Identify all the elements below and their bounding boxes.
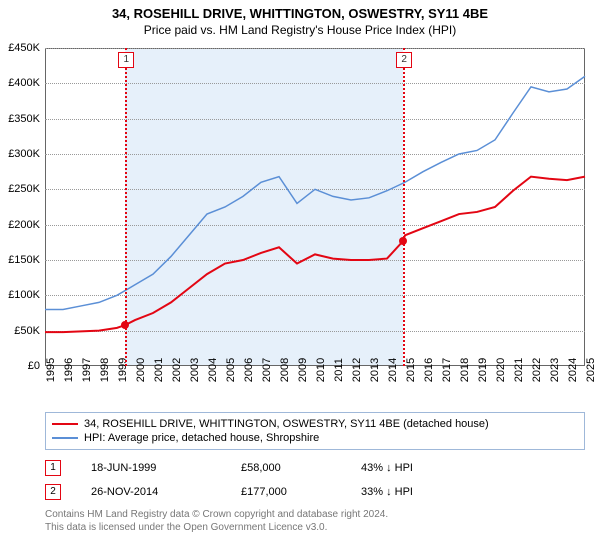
legend-swatch bbox=[52, 437, 78, 439]
y-axis-label: £50K bbox=[0, 325, 40, 337]
sale-price: £58,000 bbox=[241, 462, 331, 474]
sale-marker: 1 bbox=[45, 460, 61, 476]
sales-table: 1 18-JUN-1999 £58,000 43% ↓ HPI 2 26-NOV… bbox=[45, 456, 585, 504]
sale-row: 2 26-NOV-2014 £177,000 33% ↓ HPI bbox=[45, 480, 585, 504]
chart-subtitle: Price paid vs. HM Land Registry's House … bbox=[0, 23, 600, 41]
y-axis-label: £150K bbox=[0, 254, 40, 266]
marker-label: 2 bbox=[396, 52, 412, 68]
chart-plot-area: £0£50K£100K£150K£200K£250K£300K£350K£400… bbox=[45, 48, 585, 366]
y-axis-label: £450K bbox=[0, 42, 40, 54]
legend-label: HPI: Average price, detached house, Shro… bbox=[84, 432, 319, 444]
sale-marker: 2 bbox=[45, 484, 61, 500]
marker-vline bbox=[403, 48, 405, 366]
sale-date: 18-JUN-1999 bbox=[91, 462, 211, 474]
marker-vline bbox=[125, 48, 127, 366]
legend-box: 34, ROSEHILL DRIVE, WHITTINGTON, OSWESTR… bbox=[45, 412, 585, 450]
y-axis-label: £200K bbox=[0, 219, 40, 231]
y-axis-label: £300K bbox=[0, 148, 40, 160]
marker-dot bbox=[399, 237, 407, 245]
chart-title: 34, ROSEHILL DRIVE, WHITTINGTON, OSWESTR… bbox=[0, 0, 600, 23]
footnote-line: This data is licensed under the Open Gov… bbox=[45, 521, 585, 534]
sale-price: £177,000 bbox=[241, 486, 331, 498]
marker-label: 1 bbox=[118, 52, 134, 68]
legend-item-price: 34, ROSEHILL DRIVE, WHITTINGTON, OSWESTR… bbox=[52, 417, 578, 431]
sale-row: 1 18-JUN-1999 £58,000 43% ↓ HPI bbox=[45, 456, 585, 480]
footnote-line: Contains HM Land Registry data © Crown c… bbox=[45, 508, 585, 521]
y-axis-label: £350K bbox=[0, 113, 40, 125]
legend-label: 34, ROSEHILL DRIVE, WHITTINGTON, OSWESTR… bbox=[84, 418, 489, 430]
y-axis-label: £400K bbox=[0, 77, 40, 89]
marker-dot bbox=[121, 321, 129, 329]
y-axis-label: £100K bbox=[0, 289, 40, 301]
sale-pct: 33% ↓ HPI bbox=[361, 486, 481, 498]
legend-item-hpi: HPI: Average price, detached house, Shro… bbox=[52, 431, 578, 445]
y-axis-label: £250K bbox=[0, 183, 40, 195]
y-axis-label: £0 bbox=[0, 360, 40, 372]
footnote: Contains HM Land Registry data © Crown c… bbox=[45, 508, 585, 534]
sale-date: 26-NOV-2014 bbox=[91, 486, 211, 498]
sale-pct: 43% ↓ HPI bbox=[361, 462, 481, 474]
legend-swatch bbox=[52, 423, 78, 425]
x-axis-label: 2025 bbox=[585, 358, 597, 382]
